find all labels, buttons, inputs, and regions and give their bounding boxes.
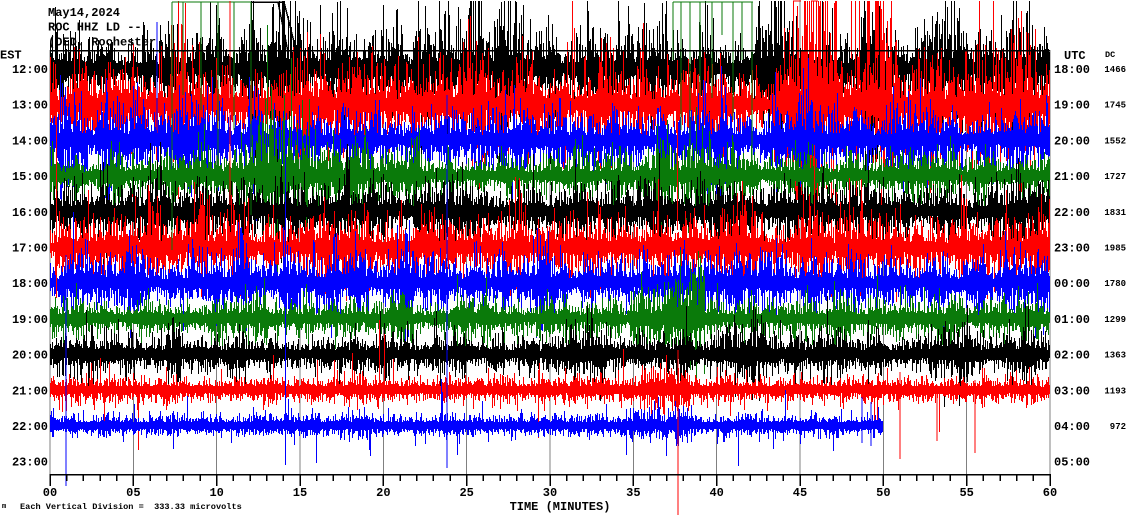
svg-text:03:00: 03:00: [1054, 384, 1090, 398]
svg-text:19:00: 19:00: [12, 313, 48, 327]
svg-text:1299: 1299: [1104, 315, 1126, 325]
svg-text:13:00: 13:00: [12, 99, 48, 113]
svg-text:Each Vertical Division = 333.: Each Vertical Division = 333.33 microvol…: [20, 502, 242, 512]
svg-text:May14,2024: May14,2024: [48, 6, 120, 20]
svg-text:1745: 1745: [1104, 101, 1126, 111]
svg-text:12:00: 12:00: [12, 63, 48, 77]
svg-text:14:00: 14:00: [12, 134, 48, 148]
svg-text:21:00: 21:00: [12, 384, 48, 398]
svg-text:55: 55: [959, 486, 973, 500]
svg-text:1985: 1985: [1104, 244, 1126, 254]
svg-text:1780: 1780: [1104, 279, 1126, 289]
svg-text:19:00: 19:00: [1054, 99, 1090, 113]
svg-text:22:00: 22:00: [12, 420, 48, 434]
svg-text:18:00: 18:00: [1054, 63, 1090, 77]
svg-text:02:00: 02:00: [1054, 349, 1090, 363]
svg-text:22:00: 22:00: [1054, 206, 1090, 220]
svg-text:1552: 1552: [1104, 136, 1126, 146]
svg-text:1727: 1727: [1104, 172, 1126, 182]
svg-text:UTC: UTC: [1064, 49, 1086, 63]
svg-text:1831: 1831: [1104, 208, 1126, 218]
svg-text:30: 30: [543, 486, 557, 500]
svg-text:18:00: 18:00: [12, 277, 48, 291]
svg-text:10: 10: [209, 486, 223, 500]
svg-text:01:00: 01:00: [1054, 313, 1090, 327]
svg-text:15: 15: [293, 486, 307, 500]
svg-text:23:00: 23:00: [1054, 242, 1090, 256]
svg-text:1466: 1466: [1104, 65, 1126, 75]
svg-text:00: 00: [43, 486, 57, 500]
svg-text:60: 60: [1043, 486, 1057, 500]
svg-text:15:00: 15:00: [12, 170, 48, 184]
svg-text:05:00: 05:00: [1054, 456, 1090, 470]
svg-text:20: 20: [376, 486, 390, 500]
svg-text:ROC HHZ LD --: ROC HHZ LD --: [48, 21, 142, 35]
svg-text:20:00: 20:00: [1054, 134, 1090, 148]
svg-text:40: 40: [709, 486, 723, 500]
svg-text:DC: DC: [1105, 50, 1115, 60]
svg-text:35: 35: [626, 486, 640, 500]
svg-text:m: m: [2, 503, 6, 511]
svg-text:972: 972: [1110, 422, 1126, 432]
svg-text:17:00: 17:00: [12, 242, 48, 256]
svg-text:1193: 1193: [1104, 386, 1126, 396]
svg-text:04:00: 04:00: [1054, 420, 1090, 434]
svg-text:(DED, Rochester: (DED, Rochester: [48, 36, 156, 50]
svg-text:TIME (MINUTES): TIME (MINUTES): [510, 500, 611, 514]
svg-text:16:00: 16:00: [12, 206, 48, 220]
svg-text:EST: EST: [0, 49, 22, 63]
svg-text:25: 25: [459, 486, 473, 500]
svg-text:21:00: 21:00: [1054, 170, 1090, 184]
svg-text:05: 05: [126, 486, 140, 500]
svg-text:1363: 1363: [1104, 351, 1126, 361]
svg-text:23:00: 23:00: [12, 456, 48, 470]
svg-text:20:00: 20:00: [12, 349, 48, 363]
svg-text:50: 50: [876, 486, 890, 500]
svg-text:45: 45: [793, 486, 807, 500]
svg-text:00:00: 00:00: [1054, 277, 1090, 291]
